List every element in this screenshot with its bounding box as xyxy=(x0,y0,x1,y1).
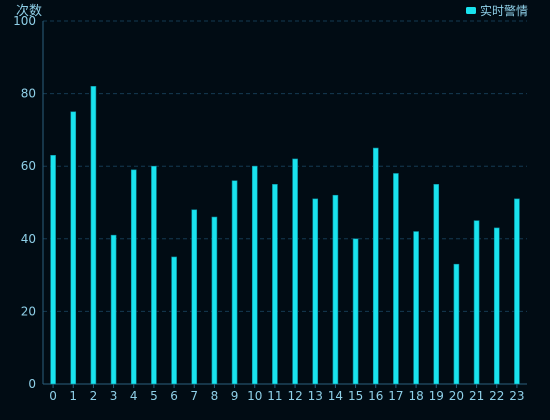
bar-series xyxy=(50,86,520,385)
bar[interactable] xyxy=(312,198,319,385)
y-axis-tick-labels: 0 20 40 60 80 100 xyxy=(13,14,36,391)
bar[interactable] xyxy=(151,165,157,385)
bar[interactable] xyxy=(191,209,198,385)
bar[interactable] xyxy=(393,173,399,385)
x-tick-label: 19 xyxy=(429,389,444,403)
x-tick-label: 7 xyxy=(190,389,198,403)
bar[interactable] xyxy=(292,158,298,385)
x-tick-label: 4 xyxy=(130,389,138,403)
x-tick-label: 9 xyxy=(231,389,239,403)
bar[interactable] xyxy=(50,155,56,385)
x-tick-label: 3 xyxy=(110,389,118,403)
x-tick-label: 10 xyxy=(247,389,262,403)
bar[interactable] xyxy=(70,111,77,385)
bar[interactable] xyxy=(90,86,97,385)
x-tick-label: 14 xyxy=(328,389,343,403)
x-tick-label: 23 xyxy=(509,389,524,403)
x-tick-label: 11 xyxy=(267,389,282,403)
x-tick-label: 1 xyxy=(69,389,77,403)
bar[interactable] xyxy=(231,180,238,385)
x-tick-label: 20 xyxy=(449,389,464,403)
bar[interactable] xyxy=(352,238,359,385)
bar[interactable] xyxy=(453,263,460,385)
bar[interactable] xyxy=(171,256,177,385)
legend-swatch xyxy=(466,7,476,14)
x-tick-label: 8 xyxy=(211,389,219,403)
x-tick-label: 22 xyxy=(489,389,504,403)
y-tick-label: 60 xyxy=(21,159,36,173)
x-tick-label: 12 xyxy=(287,389,302,403)
bar[interactable] xyxy=(473,220,480,385)
x-tick-label: 6 xyxy=(170,389,178,403)
y-tick-label: 40 xyxy=(21,232,36,246)
bar[interactable] xyxy=(251,165,258,385)
x-tick-label: 18 xyxy=(408,389,423,403)
y-axis-label: 次数 xyxy=(16,3,42,19)
bar[interactable] xyxy=(110,234,117,385)
bar[interactable] xyxy=(130,169,137,385)
x-axis-tick-labels: 0 1 2 3 4 5 6 7 8 9 10 11 12 13 14 15 16 17 18 19 20 21 22 23 xyxy=(49,384,525,403)
y-tick-label: 80 xyxy=(21,87,36,101)
y-tick-label: 0 xyxy=(28,377,36,391)
bar[interactable] xyxy=(332,194,339,385)
bar[interactable] xyxy=(514,198,520,385)
grid-lines xyxy=(43,20,527,312)
legend-label: 实时警情 xyxy=(480,3,528,18)
bar[interactable] xyxy=(211,216,218,385)
x-tick-label: 17 xyxy=(388,389,403,403)
y-tick-label: 20 xyxy=(21,304,36,318)
x-tick-label: 21 xyxy=(469,389,484,403)
bar[interactable] xyxy=(272,184,278,385)
bar[interactable] xyxy=(372,147,379,385)
legend[interactable]: 实时警情 xyxy=(466,3,528,18)
x-tick-label: 16 xyxy=(368,389,383,403)
y-tick-label: 100 xyxy=(13,14,36,28)
bar[interactable] xyxy=(433,184,440,385)
x-tick-label: 2 xyxy=(90,389,98,403)
x-tick-label: 13 xyxy=(308,389,323,403)
bar[interactable] xyxy=(493,227,500,385)
x-tick-label: 15 xyxy=(348,389,363,403)
x-tick-label: 5 xyxy=(150,389,158,403)
bar[interactable] xyxy=(413,231,419,385)
x-tick-label: 0 xyxy=(49,389,57,403)
